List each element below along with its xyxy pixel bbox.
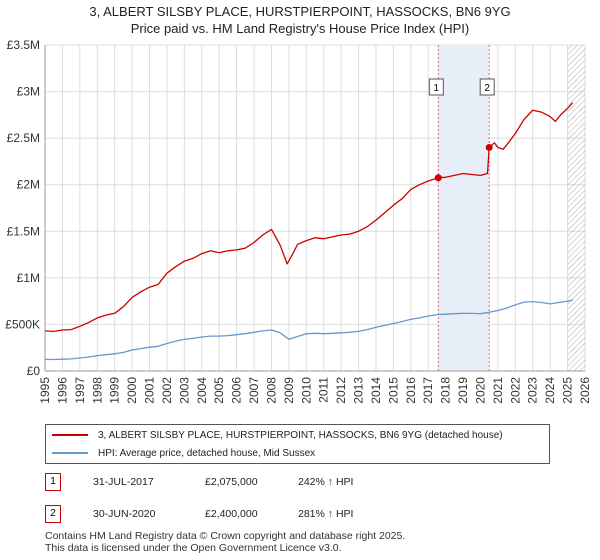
title-line-2: Price paid vs. HM Land Registry's House … — [130, 21, 470, 36]
sale-date: 30-JUN-2020 — [93, 508, 156, 520]
y-tick-label: £500K — [5, 317, 40, 331]
x-tick-label: 2018 — [439, 377, 453, 404]
x-tick-label: 2022 — [508, 377, 522, 404]
sale-point — [485, 143, 493, 151]
sale-point — [434, 174, 442, 182]
sale-label-text: 2 — [484, 83, 490, 94]
x-tick-label: 2025 — [561, 377, 575, 404]
y-tick-label: £2.5M — [7, 131, 40, 145]
y-tick-label: £3.5M — [7, 38, 40, 52]
x-tick-label: 1995 — [38, 377, 52, 404]
legend-swatch-property — [52, 434, 88, 437]
x-tick-label: 2023 — [526, 377, 540, 404]
sale-badge: 1 — [45, 473, 61, 491]
legend-label-property: 3, ALBERT SILSBY PLACE, HURSTPIERPOINT, … — [98, 430, 503, 441]
x-tick-label: 2007 — [247, 377, 261, 404]
property-price-line — [44, 102, 574, 333]
x-tick-label: 2002 — [160, 377, 174, 404]
y-tick-label: £2M — [17, 178, 40, 192]
x-tick-label: 2012 — [334, 377, 348, 404]
x-tick-label: 1999 — [108, 377, 122, 404]
legend-label-hpi: HPI: Average price, detached house, Mid … — [98, 448, 316, 459]
x-tick-label: 2015 — [386, 377, 400, 404]
x-tick-label: 2017 — [421, 377, 435, 404]
y-tick-label: £3M — [17, 85, 40, 99]
x-tick-label: 1998 — [90, 377, 104, 404]
x-tick-label: 2004 — [195, 377, 209, 404]
series-lines — [44, 102, 574, 361]
x-tick-label: 2009 — [282, 377, 296, 404]
x-tick-label: 2008 — [264, 377, 278, 404]
legend: 3, ALBERT SILSBY PLACE, HURSTPIERPOINT, … — [45, 424, 550, 464]
sale-period-shading — [437, 45, 585, 371]
x-tick-label: 2003 — [177, 377, 191, 404]
x-tick-label: 2001 — [143, 377, 157, 404]
footer-line-1: Contains HM Land Registry data © Crown c… — [45, 530, 406, 542]
y-tick-label: £1.5M — [7, 224, 40, 238]
sale-label-box — [479, 78, 495, 96]
sale-hpi-change: 242% ↑ HPI — [298, 476, 354, 488]
x-tick-label: 1996 — [55, 377, 69, 404]
x-tick-label: 2010 — [299, 377, 313, 404]
x-tick-label: 2005 — [212, 377, 226, 404]
legend-item-hpi: HPI: Average price, detached house, Mid … — [52, 446, 315, 462]
sale-label-box — [428, 78, 444, 96]
x-tick-label: 2016 — [404, 377, 418, 404]
x-tick-label: 2014 — [369, 377, 383, 404]
footer: Contains HM Land Registry data © Crown c… — [45, 530, 405, 554]
footer-line-2: This data is licensed under the Open Gov… — [45, 542, 342, 554]
x-tick-label: 2011 — [317, 377, 331, 403]
plot-area — [45, 45, 585, 371]
hpi-line — [44, 299, 573, 361]
y-tick-label: £0 — [27, 364, 41, 378]
chart-title: 3, ALBERT SILSBY PLACE, HURSTPIERPOINT, … — [0, 3, 600, 37]
x-tick-label: 2019 — [456, 377, 470, 404]
legend-swatch-hpi — [52, 452, 88, 455]
sale-hpi-change: 281% ↑ HPI — [298, 508, 354, 520]
sale-badge: 2 — [45, 505, 61, 523]
title-line-1: 3, ALBERT SILSBY PLACE, HURSTPIERPOINT, … — [89, 4, 511, 19]
grid — [44, 44, 586, 372]
x-tick-label: 2013 — [352, 377, 366, 404]
x-tick-label: 2021 — [491, 377, 505, 404]
x-tick-label: 2006 — [230, 377, 244, 404]
x-tick-label: 2020 — [473, 377, 487, 404]
x-tick-label: 2026 — [578, 377, 592, 404]
legend-item-property: 3, ALBERT SILSBY PLACE, HURSTPIERPOINT, … — [52, 428, 503, 444]
x-tick-label: 2000 — [125, 377, 139, 404]
x-tick-label: 1997 — [73, 377, 87, 404]
sale-price: £2,400,000 — [205, 508, 258, 520]
sale-price: £2,075,000 — [205, 476, 258, 488]
sale-date: 31-JUL-2017 — [93, 476, 154, 488]
sale-period-band — [438, 45, 490, 371]
future-hatch — [567, 45, 585, 371]
y-tick-label: £1M — [17, 271, 40, 285]
sale-label-text: 1 — [434, 83, 440, 94]
x-tick-label: 2024 — [543, 377, 557, 404]
